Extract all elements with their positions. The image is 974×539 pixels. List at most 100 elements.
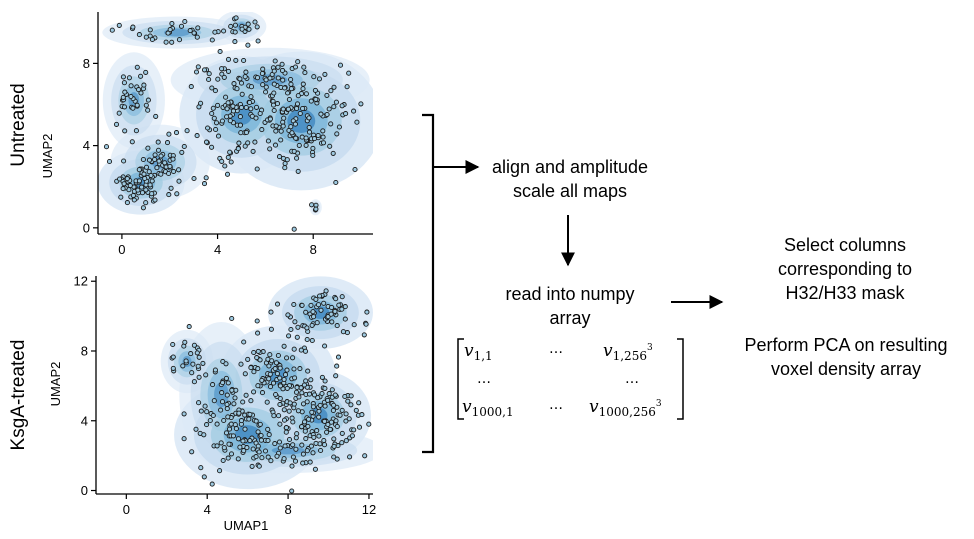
data-point <box>347 454 353 460</box>
data-point <box>293 389 300 395</box>
data-point <box>219 390 225 396</box>
data-point <box>275 64 281 70</box>
data-point <box>264 399 270 405</box>
data-point <box>306 416 312 422</box>
data-point <box>120 74 126 80</box>
data-point <box>259 70 265 77</box>
data-point <box>225 154 231 160</box>
data-point <box>310 152 316 159</box>
data-point <box>310 145 316 151</box>
data-point <box>339 306 345 312</box>
data-point <box>318 111 324 117</box>
data-point <box>346 416 352 422</box>
data-point <box>290 454 296 460</box>
data-point <box>207 417 213 424</box>
data-point <box>145 97 151 103</box>
data-point <box>284 367 290 373</box>
data-point <box>349 433 355 439</box>
data-point <box>364 309 370 315</box>
data-point <box>310 450 316 456</box>
data-point <box>239 91 245 97</box>
data-point <box>188 351 194 357</box>
data-point <box>130 192 136 199</box>
data-point <box>225 455 231 461</box>
data-point <box>213 126 219 133</box>
data-point <box>152 197 158 203</box>
data-point <box>342 393 348 400</box>
data-point <box>252 19 258 25</box>
ticks-untreated: 0 4 8 0 4 8 <box>83 56 317 257</box>
data-point <box>313 96 319 102</box>
data-point <box>343 418 349 424</box>
data-point <box>237 444 243 450</box>
data-point <box>302 70 308 76</box>
data-point <box>306 115 312 121</box>
data-point <box>322 71 328 77</box>
data-point <box>135 187 141 193</box>
matrix-cell-r1c3: v1,2563 <box>603 341 653 363</box>
data-point <box>322 418 328 424</box>
data-point <box>306 124 312 131</box>
data-point <box>140 205 146 211</box>
data-point <box>255 429 261 435</box>
data-point <box>129 139 135 145</box>
data-point <box>339 407 345 413</box>
data-point <box>294 101 301 107</box>
data-point <box>244 445 250 451</box>
data-point <box>169 20 175 27</box>
data-point <box>274 453 280 459</box>
data-point <box>281 343 287 349</box>
data-point <box>259 455 265 461</box>
data-point <box>167 163 173 169</box>
data-point <box>140 156 146 163</box>
data-point <box>241 448 247 454</box>
data-point <box>321 442 328 448</box>
data-point <box>294 431 300 437</box>
data-point <box>253 418 259 424</box>
data-point <box>288 124 294 130</box>
data-point <box>272 366 278 372</box>
data-point <box>351 108 357 114</box>
data-point <box>285 106 291 112</box>
data-point <box>277 445 283 451</box>
data-point <box>274 301 281 307</box>
data-point <box>304 336 310 343</box>
data-point <box>210 382 216 388</box>
data-point <box>337 62 344 68</box>
data-point <box>308 377 314 383</box>
data-point <box>204 422 210 428</box>
data-point <box>265 454 271 460</box>
x-tick-label: 4 <box>214 242 221 257</box>
data-point <box>155 147 162 153</box>
data-point <box>198 408 204 414</box>
data-point <box>273 128 279 134</box>
data-point <box>276 413 282 419</box>
data-point <box>291 226 297 232</box>
data-point <box>303 135 309 141</box>
data-point <box>304 448 310 454</box>
data-point <box>348 402 354 408</box>
data-point <box>166 192 172 198</box>
data-point <box>218 440 224 446</box>
data-point <box>266 363 272 369</box>
data-point <box>336 124 342 130</box>
data-point <box>213 120 220 126</box>
data-point <box>316 414 322 420</box>
data-point <box>153 113 159 119</box>
data-point <box>283 429 289 435</box>
data-point <box>262 448 269 454</box>
data-point <box>325 421 331 428</box>
data-point <box>271 107 277 114</box>
data-point <box>230 433 236 439</box>
y-tick-label: 8 <box>83 56 90 71</box>
data-point <box>313 296 319 302</box>
data-point <box>253 104 260 110</box>
data-point <box>366 421 372 427</box>
data-point <box>268 326 274 332</box>
data-point <box>232 29 238 35</box>
data-point <box>304 399 310 405</box>
data-point <box>294 155 300 161</box>
data-point <box>300 460 306 466</box>
data-point <box>257 110 263 117</box>
data-point <box>126 75 132 81</box>
